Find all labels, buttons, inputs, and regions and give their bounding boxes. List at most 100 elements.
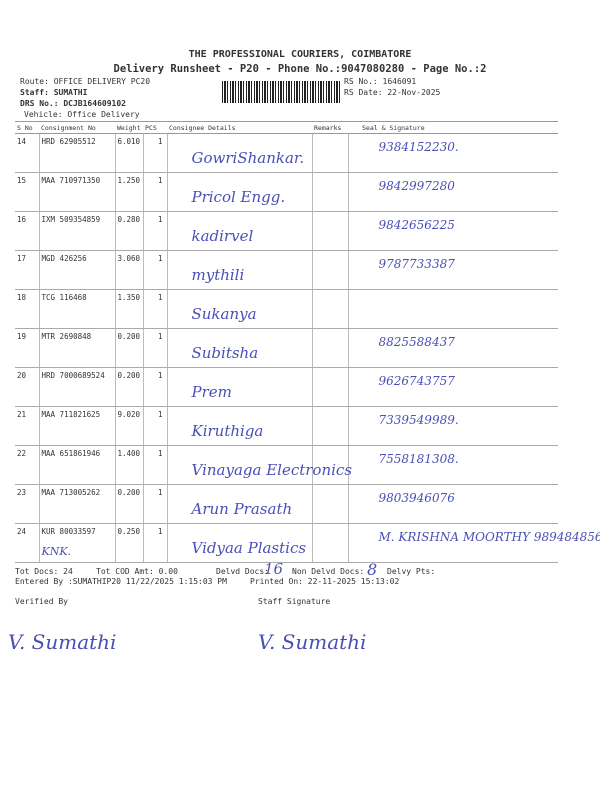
consignment-no-text: MGD 426256: [41, 254, 87, 263]
table-row: 17 MGD 426256 3.060 1 mythili 9787733387: [15, 250, 558, 290]
weight: 0.200: [114, 484, 143, 524]
table-row: 14 HRD 62905512 6.010 1 GowriShankar. 9384152…: [15, 133, 558, 173]
barcode: [222, 81, 340, 103]
remarks: [311, 406, 348, 446]
consignee: Pricol Engg.: [166, 172, 312, 212]
remarks: [311, 445, 348, 485]
seal-signature: 8825588437: [347, 328, 558, 368]
table-row: 24 KUR 80033597 KNK. 0.250 1 Vidyaa Plastics M…: [15, 523, 600, 563]
consignee: kadirvel: [166, 211, 312, 251]
signature-phone: 8825588437: [378, 335, 455, 349]
consignment-no: MTR 2690848: [38, 328, 115, 368]
seal-signature: 9626743757: [347, 367, 558, 407]
remarks: [311, 211, 348, 251]
pcs: 1: [142, 367, 167, 407]
tot-cod: Tot COD Amt: 0.00: [96, 567, 178, 576]
weight: 3.060: [114, 250, 143, 290]
staff-signature-label: Staff Signature: [258, 597, 331, 606]
col-weight: Weight: [115, 121, 143, 134]
consignment-no: MAA 710971350: [38, 172, 115, 212]
signature-phone: 9803946076: [378, 491, 455, 505]
seal-signature: 9803946076: [347, 484, 558, 524]
pcs: 1: [142, 523, 167, 563]
consignee: Subitsha: [166, 328, 312, 368]
consignee-name: mythili: [191, 266, 245, 284]
pcs: 1: [142, 172, 167, 212]
consignment-no: MAA 651861946: [38, 445, 115, 485]
verified-by-label: Verified By: [15, 597, 68, 606]
table-row: 20 HRD 7000689524 0.200 1 Prem 9626743757: [15, 367, 558, 407]
weight: 1.400: [114, 445, 143, 485]
weight: 9.020: [114, 406, 143, 446]
col-remarks: Remarks: [312, 121, 348, 134]
weight: 0.200: [114, 328, 143, 368]
consignee: Arun Prasath: [166, 484, 312, 524]
sno: 18: [15, 289, 39, 329]
table-row: 19 MTR 2690848 0.200 1 Subitsha 8825588437: [15, 328, 558, 368]
consignment-no-text: TCG 116468: [41, 293, 87, 302]
sno: 19: [15, 328, 39, 368]
weight: 1.350: [114, 289, 143, 329]
consignment-no: IXM 509354859: [38, 211, 115, 251]
remarks: [311, 250, 348, 290]
col-seal: Seal & Signature: [348, 121, 558, 134]
sno: 23: [15, 484, 39, 524]
entered-by: Entered By :SUMATHIP20 11/22/2025 1:15:0…: [15, 577, 227, 586]
consignment-no-text: MAA 711821625: [41, 410, 101, 419]
sno: 21: [15, 406, 39, 446]
signature-phone: 9384152230.: [378, 140, 459, 154]
consignment-no-text: MTR 2690848: [41, 332, 92, 341]
seal-signature: 9842656225: [347, 211, 558, 251]
seal-signature: [347, 289, 558, 329]
remarks: [311, 484, 348, 524]
col-consignee: Consignee Details: [167, 121, 312, 134]
seal-signature: 7339549989.: [347, 406, 558, 446]
consignment-no: MAA 711821625: [38, 406, 115, 446]
consignment-no: MAA 713005262: [38, 484, 115, 524]
delvd-label: Delvd Docs:: [216, 567, 269, 576]
sno: 17: [15, 250, 39, 290]
consignee-name: Vidyaa Plastics: [191, 539, 307, 557]
runsheet-table: S No Consignment No Weight PCS Consignee…: [15, 121, 600, 563]
consignee-name: Prem: [191, 383, 232, 401]
vehicle: Vehicle: Office Delivery: [24, 110, 140, 119]
consignment-no: TCG 116468: [38, 289, 115, 329]
handwritten-remark: KNK.: [41, 545, 72, 558]
remarks: [311, 133, 348, 173]
weight: 0.280: [114, 211, 143, 251]
consignment-no-text: MAA 710971350: [41, 176, 101, 185]
remarks: [311, 289, 348, 329]
table-header: S No Consignment No Weight PCS Consignee…: [15, 121, 558, 134]
consignment-no-text: HRD 7000689524: [41, 371, 105, 380]
signature-phone: 9842656225: [378, 218, 455, 232]
signature-phone: 9842997280: [378, 179, 455, 193]
consignment-no-text: IXM 509354859: [41, 215, 101, 224]
table-row: 23 MAA 713005262 0.200 1 Arun Prasath 9803946…: [15, 484, 558, 524]
rs-date: RS Date: 22-Nov-2025: [344, 88, 441, 97]
sno: 20: [15, 367, 39, 407]
consignee-name: GowriShankar.: [191, 149, 305, 167]
consignment-no: HRD 7000689524: [38, 367, 115, 407]
remarks: [311, 367, 348, 407]
signature-phone: 7558181308.: [378, 452, 459, 466]
pcs: 1: [142, 289, 167, 329]
table-row: 22 MAA 651861946 1.400 1 Vinayaga Electronic…: [15, 445, 558, 485]
seal-signature: M. KRISHNA MOORTHY 9894848569.: [347, 523, 600, 563]
consignee-name: kadirvel: [191, 227, 254, 245]
drs-no: DRS No.: DCJB164609102: [20, 99, 126, 108]
sno: 14: [15, 133, 39, 173]
consignment-no-text: MAA 651861946: [41, 449, 101, 458]
col-pcs: PCS: [143, 121, 167, 134]
consignee: Prem: [166, 367, 312, 407]
pcs: 1: [142, 211, 167, 251]
table-row: 18 TCG 116468 1.350 1 Sukanya: [15, 289, 558, 329]
pcs: 1: [142, 406, 167, 446]
consignee-name: Arun Prasath: [191, 500, 293, 518]
col-sno: S No: [15, 121, 39, 134]
table-row: 15 MAA 710971350 1.250 1 Pricol Engg. 9842997…: [15, 172, 558, 212]
weight: 1.250: [114, 172, 143, 212]
consignee-name: Subitsha: [191, 344, 259, 362]
consignment-no-text: KUR 80033597: [41, 527, 96, 536]
consignee: Sukanya: [166, 289, 312, 329]
consignee: mythili: [166, 250, 312, 290]
